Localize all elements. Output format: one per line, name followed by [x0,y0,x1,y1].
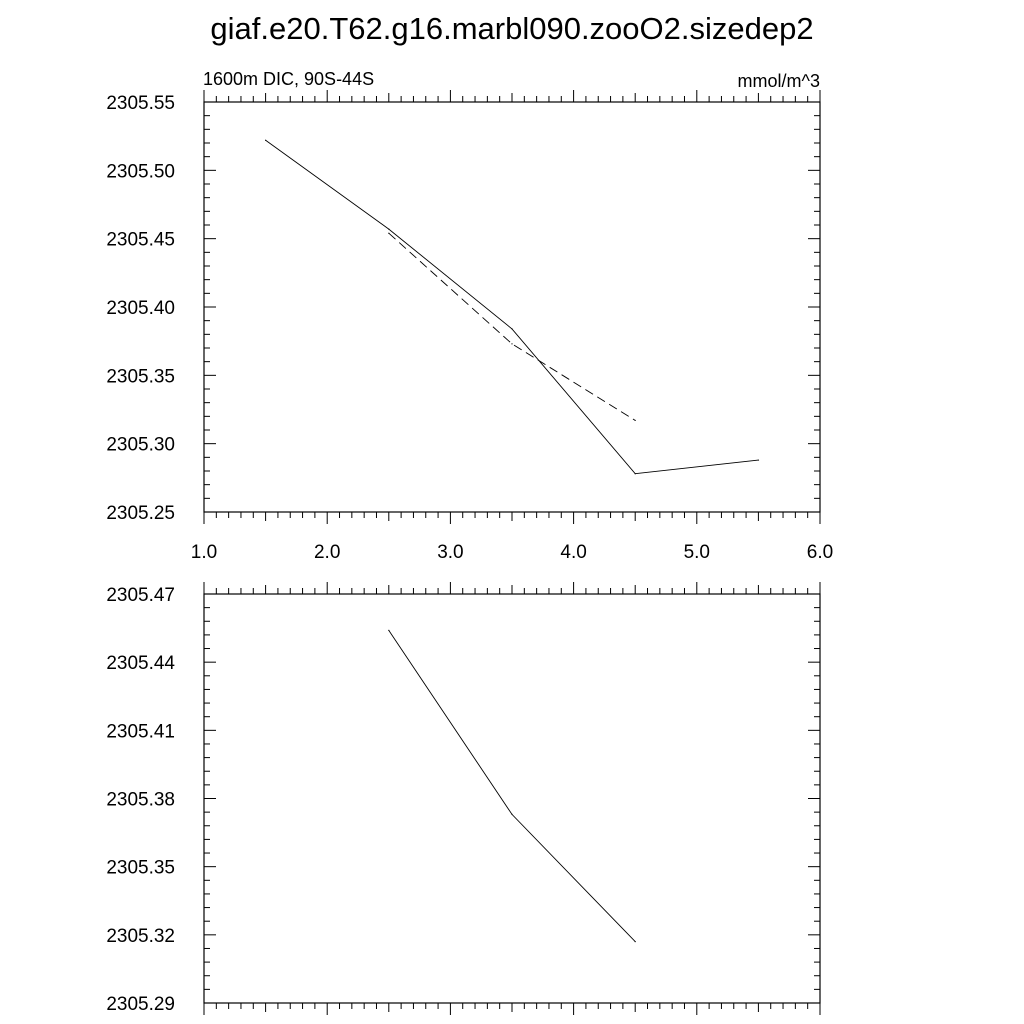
top-x-tick-label: 3.0 [437,542,463,563]
bottom-y-tick-label: 2305.29 [106,994,175,1015]
bottom-plot-frame [203,593,821,1004]
top-x-tick-label: 1.0 [191,542,217,563]
bottom-y-tick-label: 2305.41 [106,721,175,742]
top-y-tick-label: 2305.30 [106,435,175,456]
top-series-1-point [265,139,267,141]
bottom-panel: 2305.29 2305.32 2305.35 2305.38 2305.41 2305.… [106,582,821,1015]
top-x-tick-label: 4.0 [560,542,586,563]
top-y-tick-label: 2305.35 [106,366,175,387]
top-series-2-point [511,343,513,345]
bottom-series-1-point [388,629,390,631]
top-plot-frame [203,101,821,513]
bottom-series-1-point [634,941,636,943]
top-series-1-point [511,328,513,330]
top-series-2-line [388,232,636,421]
bottom-y-tick-label: 2305.44 [106,653,175,674]
bottom-series-1-point [511,813,513,816]
top-panel-units-label: mmol/m^3 [738,71,820,91]
top-x-tick-label: 5.0 [684,542,710,563]
top-x-tick-label: 2.0 [314,542,340,563]
bottom-y-tick-label: 2305.47 [106,585,175,606]
top-series-1-point [757,459,760,461]
bottom-y-tick-label: 2305.35 [106,858,175,879]
top-y-tick-label: 2305.25 [106,503,175,524]
bottom-y-tick-label: 2305.38 [106,790,175,811]
bottom-y-tick-label: 2305.32 [106,926,175,947]
top-series-1-point [388,228,390,230]
top-series-1-point [634,473,636,475]
top-x-tick-label: 6.0 [807,542,833,563]
figure-title: giaf.e20.T62.g16.marbl090.zooO2.sizedep2 [210,11,813,46]
top-series-2-point [634,419,636,422]
top-y-tick-label: 2305.45 [106,230,175,251]
top-panel-left-label: 1600m DIC, 90S-44S [203,69,374,89]
top-y-tick-label: 2305.55 [106,93,175,114]
top-y-tick-label: 2305.50 [106,161,175,182]
bottom-series-1-line [388,630,636,942]
top-series-1-line [265,139,759,475]
top-y-tick-label: 2305.40 [106,298,175,319]
top-panel: 1600m DIC, 90S-44S mmol/m^3 2305.25 2305.… [106,69,833,563]
top-series-2-point [388,232,390,234]
